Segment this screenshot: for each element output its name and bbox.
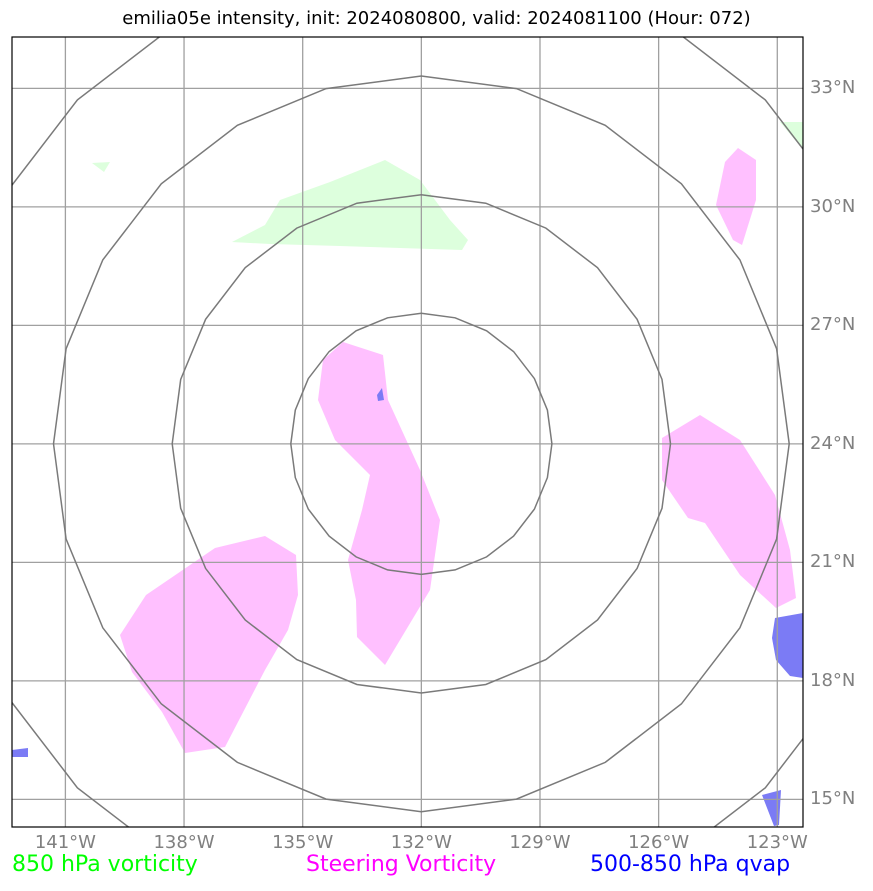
vorticity-850-area [232, 160, 468, 250]
map-title: emilia05e intensity, init: 2024080800, v… [122, 8, 751, 29]
qvap-area [772, 613, 803, 678]
legend-qvap: 500-850 hPa qvap [590, 852, 791, 877]
map-frame [11, 36, 804, 828]
longitude-tick-label: 126°W [628, 832, 690, 853]
legend-vorticity-850: 850 hPa vorticity [12, 852, 198, 877]
qvap-area [12, 748, 28, 757]
qvap-fills [12, 388, 803, 826]
longitude-tick-label: 135°W [272, 832, 334, 853]
latitude-tick-label: 18°N [810, 669, 856, 691]
range-ring [290, 312, 553, 576]
vorticity-850-fills [92, 122, 803, 250]
steering-vorticity-fills [120, 148, 796, 753]
latitude-tick-label: 15°N [810, 788, 856, 810]
legend-steering-vorticity: Steering Vorticity [306, 852, 497, 877]
latitude-tick-label: 33°N [810, 77, 856, 99]
range-ring [52, 75, 790, 813]
latitude-tick-label: 24°N [810, 432, 856, 454]
range-ring [171, 193, 672, 694]
longitude-tick-label: 129°W [509, 832, 571, 853]
longitude-tick-label: 138°W [153, 832, 215, 853]
latitude-tick-label: 30°N [810, 195, 856, 217]
steering-vorticity-area [120, 536, 298, 753]
qvap-area [377, 388, 384, 401]
steering-vorticity-area [662, 415, 796, 608]
steering-vorticity-area [318, 342, 440, 665]
qvap-area [762, 790, 781, 826]
longitude-tick-label: 141°W [34, 832, 96, 853]
longitude-tick-label: 132°W [390, 832, 452, 853]
latitude-tick-label: 27°N [810, 314, 856, 336]
longitude-tick-label: 123°W [746, 832, 808, 853]
vorticity-850-area [92, 162, 110, 172]
steering-vorticity-area [716, 148, 756, 245]
latitude-tick-label: 21°N [810, 551, 856, 573]
